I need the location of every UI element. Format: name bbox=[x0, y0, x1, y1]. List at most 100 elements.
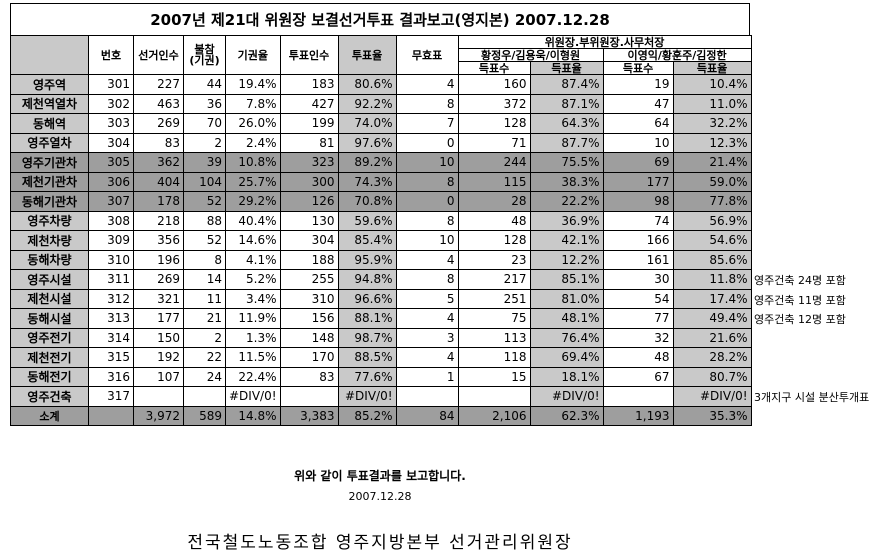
cell-s1-count: 71 bbox=[457, 132, 531, 153]
cell-name: 동해기관차 bbox=[10, 191, 89, 212]
table-row: 영주차량 308 218 88 40.4% 130 59.6% 8 48 36.9% 74 56.9% bbox=[10, 210, 752, 231]
row-note: 3개지구 시설 분산투개표 bbox=[754, 391, 870, 404]
cell-no: 310 bbox=[88, 249, 134, 270]
header-row-3: 득표수 득표율 득표수 득표율 bbox=[11, 61, 752, 75]
header-no: 번호 bbox=[88, 35, 134, 75]
cell-s2-count: 161 bbox=[602, 249, 674, 270]
cell-turnout: 97.6% bbox=[337, 132, 397, 153]
cell-s1-count: 48 bbox=[457, 210, 531, 231]
report-title: 2007년 제21대 위원장 보결선거투표 결과보고(영지본) 2007.12.… bbox=[10, 3, 750, 35]
cell-invalid: 8 bbox=[395, 210, 459, 231]
table-row: 동해기관차 307 178 52 29.2% 126 70.8% 0 28 22.2% 98 77.8… bbox=[10, 191, 752, 212]
table-row: 동해역 303 269 70 26.0% 199 74.0% 7 128 64.3% 64 32.2% bbox=[10, 113, 752, 134]
header-invalid: 무효표 bbox=[395, 35, 459, 75]
cell-absent: 104 bbox=[183, 171, 226, 192]
cell-s2-count bbox=[602, 386, 674, 407]
row-note: 영주건축 11명 포함 bbox=[754, 293, 846, 307]
cell-voters: 192 bbox=[133, 347, 184, 368]
cell-s1-count: 160 bbox=[457, 74, 531, 95]
cell-turnout: 80.6% bbox=[337, 74, 397, 95]
cell-absent: 2 bbox=[183, 327, 226, 348]
results-table: 번호 선거인수 불참 (기권) 기권율 투표인수 투표율 무효표 위원장.부위원… bbox=[10, 35, 752, 426]
cell-s2-rate: 54.6% bbox=[672, 230, 752, 251]
cell-invalid bbox=[395, 386, 459, 407]
cell-s2-count: 74 bbox=[602, 210, 674, 231]
cell-abstain: 19.4% bbox=[225, 74, 281, 95]
row-note: 영주건축 12명 포함 bbox=[754, 313, 846, 326]
cell-voters: 269 bbox=[133, 269, 184, 290]
cell-s2-count: 30 bbox=[602, 269, 674, 290]
cell-turnout: #DIV/0! bbox=[337, 386, 397, 407]
cell-no: 311 bbox=[88, 269, 134, 290]
header-absent: 불참 (기권) bbox=[183, 35, 226, 75]
cell-no: 306 bbox=[88, 171, 134, 192]
cell-name: 동해역 bbox=[10, 113, 89, 134]
cell-votes: 199 bbox=[279, 113, 339, 134]
header-slate-1: 황정우/김용욱/이형원 bbox=[457, 48, 604, 62]
cell-s1-count: 113 bbox=[457, 327, 531, 348]
cell-turnout: 85.2% bbox=[337, 405, 397, 426]
cell-voters bbox=[133, 386, 184, 407]
cell-invalid: 0 bbox=[395, 191, 459, 212]
cell-turnout: 89.2% bbox=[337, 152, 397, 173]
cell-abstain: 26.0% bbox=[225, 113, 281, 134]
cell-s2-rate: 11.0% bbox=[672, 93, 752, 114]
cell-name: 동해전기 bbox=[10, 366, 89, 387]
cell-s1-rate: 69.4% bbox=[529, 347, 604, 368]
cell-voters: 107 bbox=[133, 366, 184, 387]
cell-voters: 196 bbox=[133, 249, 184, 270]
cell-votes: 304 bbox=[279, 230, 339, 251]
cell-votes: 81 bbox=[279, 132, 339, 153]
cell-s1-rate: 62.3% bbox=[529, 405, 604, 426]
cell-s2-rate: 59.0% bbox=[672, 171, 752, 192]
cell-turnout: 74.3% bbox=[337, 171, 397, 192]
cell-s1-rate: 76.4% bbox=[529, 327, 604, 348]
cell-s1-count bbox=[457, 386, 531, 407]
cell-turnout: 59.6% bbox=[337, 210, 397, 231]
table-row: 영주건축 317 #DIV/0! #DIV/0! #DIV/0! #DIV/0! bbox=[10, 386, 752, 407]
cell-absent: 22 bbox=[183, 347, 226, 368]
cell-voters: 404 bbox=[133, 171, 184, 192]
cell-s1-count: 2,106 bbox=[457, 405, 531, 426]
cell-name: 영주시설 bbox=[10, 269, 89, 290]
cell-abstain: 11.9% bbox=[225, 308, 281, 329]
cell-no: 316 bbox=[88, 366, 134, 387]
cell-invalid: 7 bbox=[395, 113, 459, 134]
cell-invalid: 5 bbox=[395, 288, 459, 309]
header-slate2-count: 득표수 bbox=[602, 61, 674, 75]
cell-absent: 88 bbox=[183, 210, 226, 231]
cell-s2-count: 10 bbox=[602, 132, 674, 153]
table-row: 소계 3,972 589 14.8% 3,383 85.2% 84 2,106 62.3% 1,1… bbox=[10, 405, 752, 426]
cell-s2-rate: #DIV/0! bbox=[672, 386, 752, 407]
cell-absent: 52 bbox=[183, 191, 226, 212]
cell-turnout: 85.4% bbox=[337, 230, 397, 251]
cell-abstain: 3.4% bbox=[225, 288, 281, 309]
cell-turnout: 77.6% bbox=[337, 366, 397, 387]
cell-s2-count: 98 bbox=[602, 191, 674, 212]
cell-absent: 24 bbox=[183, 366, 226, 387]
cell-invalid: 4 bbox=[395, 249, 459, 270]
cell-invalid: 4 bbox=[395, 74, 459, 95]
signature-line: 전국철도노동조합 영주지방본부 선거관리위원장 bbox=[187, 533, 573, 553]
table-row: 영주기관차 305 362 39 10.8% 323 89.2% 10 244 75.5% 69 21… bbox=[10, 152, 752, 173]
cell-s1-count: 244 bbox=[457, 152, 531, 173]
cell-abstain: 29.2% bbox=[225, 191, 281, 212]
cell-abstain: 7.8% bbox=[225, 93, 281, 114]
table-row: 영주전기 314 150 2 1.3% 148 98.7% 3 113 76.4% 32 21.6% bbox=[10, 327, 752, 348]
cell-s2-count: 77 bbox=[602, 308, 674, 329]
cell-votes: 183 bbox=[279, 74, 339, 95]
cell-s2-rate: 12.3% bbox=[672, 132, 752, 153]
cell-s1-rate: 64.3% bbox=[529, 113, 604, 134]
cell-turnout: 88.5% bbox=[337, 347, 397, 368]
cell-voters: 321 bbox=[133, 288, 184, 309]
cell-no: 305 bbox=[88, 152, 134, 173]
cell-votes: 188 bbox=[279, 249, 339, 270]
cell-absent: 36 bbox=[183, 93, 226, 114]
cell-s2-count: 166 bbox=[602, 230, 674, 251]
cell-invalid: 0 bbox=[395, 132, 459, 153]
header-slate1-rate: 득표율 bbox=[529, 61, 604, 75]
header-slate2-rate: 득표율 bbox=[672, 61, 752, 75]
cell-s2-count: 47 bbox=[602, 93, 674, 114]
table-row: 동해시설 313 177 21 11.9% 156 88.1% 4 75 48.1% 77 49.4% bbox=[10, 308, 752, 329]
cell-s1-count: 118 bbox=[457, 347, 531, 368]
